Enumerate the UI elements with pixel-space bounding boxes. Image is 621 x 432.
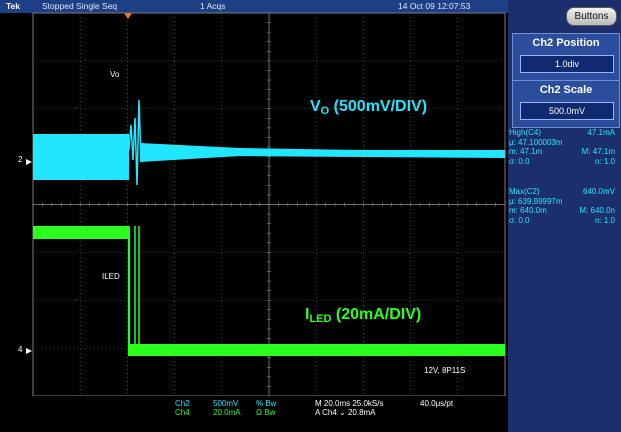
measurement-label: σ: 0.0	[509, 215, 530, 225]
measurement-row: σ: 0.0 n: 1.0	[509, 216, 619, 226]
measurement-row: High(C4) 47.1mA	[509, 128, 619, 138]
measurement-label: μ: 639.99997m	[509, 196, 563, 206]
measurement-row: m: 47.1m M: 47.1m	[509, 147, 619, 157]
measurement-value: M: 47.1m	[581, 147, 615, 156]
measurement-row: Max(C2) 640.0mV	[509, 187, 619, 197]
vo-annot-main: V	[310, 98, 321, 115]
ch2-scale-control[interactable]: Ch2 Scale 500.0mV	[512, 80, 620, 128]
acquisition-count: 1 Acqs	[200, 1, 226, 11]
ch4-marker-arrow	[26, 348, 32, 354]
vo-annot-rest: (500mV/DIV)	[329, 98, 428, 115]
vo-annot-sub: O	[320, 105, 330, 117]
measurement-max-c2: Max(C2) 640.0mV μ: 639.99997m m: 640.0m M: 6…	[509, 187, 619, 225]
brand-label: Tek	[6, 1, 21, 11]
ch4-ground-marker[interactable]: 4	[18, 345, 23, 354]
iled-trace-label: ILED	[102, 272, 120, 281]
ch2-scale-readout[interactable]: 500mV	[213, 399, 239, 408]
measurement-label: m: 640.0m	[509, 206, 547, 215]
ch2-ground-marker[interactable]: 2	[18, 155, 23, 164]
ch4-name: Ch4	[175, 408, 190, 417]
waveform-graticule	[26, 12, 506, 396]
measurement-label: σ: 0.0	[509, 156, 530, 166]
status-bar: Tek Stopped Single Seq 1 Acqs 14 Oct 09 …	[0, 0, 508, 13]
vo-trace-settled	[140, 143, 505, 162]
vo-scale-annotation: VO (500mV/DIV)	[310, 98, 427, 117]
measurement-row: μ: 47.100003m	[509, 138, 619, 148]
measurement-high-c4: High(C4) 47.1mA μ: 47.100003m m: 47.1m M: 47…	[509, 128, 619, 166]
ch4-scale-readout[interactable]: 20.0mA	[213, 408, 241, 417]
vo-trace-transient	[128, 99, 147, 186]
vo-trace-label: Vo	[110, 70, 120, 79]
measurement-row: σ: 0.0 n: 1.0	[509, 157, 619, 167]
measurement-row: m: 640.0m M: 640.0n	[509, 206, 619, 216]
measurement-value: n: 1.0	[594, 215, 615, 225]
measurement-value: n: 1.0	[594, 156, 615, 166]
buttons-button[interactable]: Buttons	[566, 7, 617, 26]
readout-bar: Ch2 500mV % Bw Ch4 20.0mA Ω Bw M 20.0ms …	[0, 396, 508, 432]
measurement-value: 47.1mA	[587, 128, 615, 137]
ch2-position-value[interactable]: 1.0div	[520, 55, 614, 73]
ch2-marker-arrow	[26, 159, 32, 165]
measurement-label: Max(C2)	[509, 187, 540, 196]
measurement-value: M: 640.0n	[579, 206, 615, 215]
ch2-position-title: Ch2 Position	[532, 37, 600, 49]
measurement-row: μ: 639.99997m	[509, 197, 619, 207]
iled-annot-rest: (20mA/DIV)	[331, 306, 422, 323]
ch2-name: Ch2	[175, 399, 190, 408]
iled-annot-main: I	[305, 306, 310, 323]
measurement-label: m: 47.1m	[509, 147, 543, 156]
trigger-position-icon[interactable]	[124, 13, 132, 19]
ch2-scale-value[interactable]: 500.0mV	[520, 102, 614, 120]
trigger-readout[interactable]: A Ch4 ⌄ 20.8mA	[315, 408, 376, 417]
measurement-label: High(C4)	[509, 128, 542, 137]
iled-trace-low	[129, 344, 505, 356]
measurement-value: 640.0mV	[582, 187, 615, 196]
iled-trace-high	[33, 226, 129, 239]
iled-scale-annotation: ILED (20mA/DIV)	[305, 306, 421, 325]
ch2-flags: % Bw	[256, 399, 277, 408]
ch2-position-control[interactable]: Ch2 Position 1.0div	[512, 33, 620, 81]
ch2-scale-title: Ch2 Scale	[539, 84, 593, 96]
ch4-flags: Ω Bw	[256, 408, 276, 417]
record-readout: 40.0μs/pt	[420, 399, 454, 408]
vo-trace-band	[33, 134, 129, 180]
timebase-readout[interactable]: M 20.0ms 25.0kS/s	[315, 399, 384, 408]
iled-annot-sub: LED	[309, 313, 332, 325]
config-note: 12V, 8P11S	[424, 366, 466, 375]
acquisition-mode: Stopped Single Seq	[42, 1, 118, 11]
timestamp: 14 Oct 09 12:07:53	[398, 1, 471, 11]
measurement-label: μ: 47.100003m	[509, 137, 563, 147]
